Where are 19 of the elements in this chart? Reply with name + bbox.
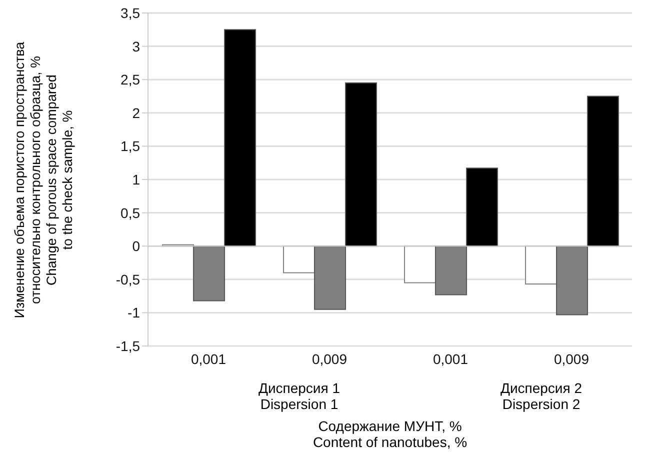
x-tick-label: 0,009 bbox=[312, 350, 348, 367]
y-tick-label: 0,5 bbox=[120, 204, 140, 221]
y-tick-label: 2 bbox=[132, 104, 140, 121]
text: Дисперсия 2 Dispersion 2 bbox=[500, 380, 582, 412]
y-tick-label: 0 bbox=[132, 238, 140, 254]
y-tick-label: 3,5 bbox=[120, 4, 140, 21]
y-tick-label: -0,5 bbox=[116, 271, 140, 288]
y-tick-label: 1,5 bbox=[120, 138, 140, 154]
y-tick-label: -1,5 bbox=[116, 338, 140, 354]
y-axis-title: Изменение объема пористого пространства относительно контрольного образца, % Change of porous space compared to the check sample, % bbox=[12, 40, 76, 320]
y-tick-label: 2,5 bbox=[120, 72, 140, 88]
text: Дисперсия 1 Dispersion 1 bbox=[258, 380, 340, 412]
y-tick-label: -1 bbox=[128, 304, 140, 321]
y-tick-label: 1 bbox=[132, 171, 140, 188]
x-tick-label: 0,009 bbox=[554, 350, 590, 367]
x-tick-label: 0,001 bbox=[432, 350, 468, 367]
x-axis-title: Содержание МУНТ, % Content of nanotubes, % bbox=[312, 418, 468, 450]
x-tick-label: 0,001 bbox=[190, 350, 226, 367]
y-tick-label: 3 bbox=[132, 38, 140, 54]
